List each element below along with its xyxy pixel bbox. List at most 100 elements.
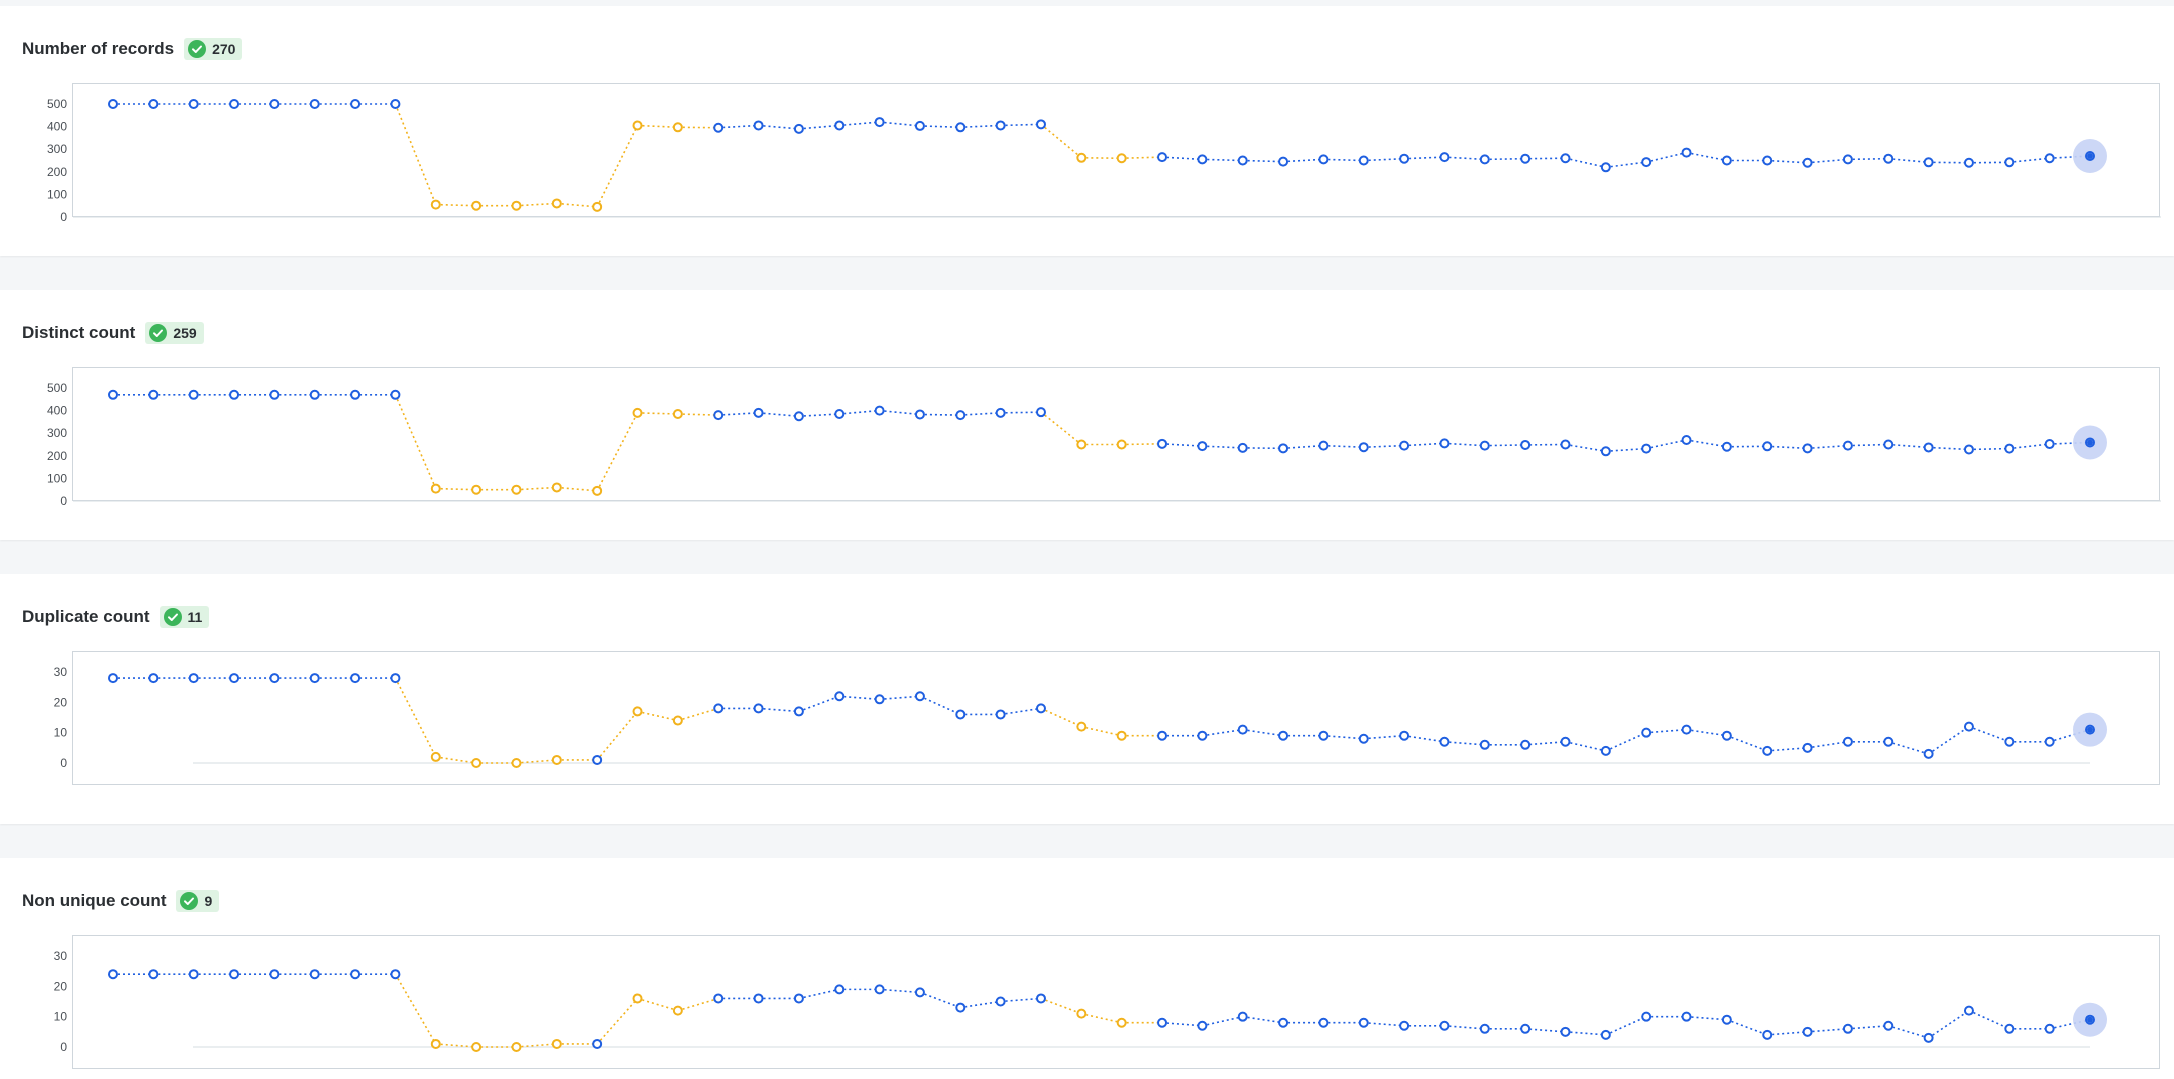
data-point[interactable]: [713, 410, 724, 421]
data-point[interactable]: [1802, 742, 1813, 753]
data-point[interactable]: [1399, 730, 1410, 741]
data-point[interactable]: [1035, 407, 1046, 418]
data-point[interactable]: [1762, 1029, 1773, 1040]
data-point[interactable]: [471, 1042, 482, 1052]
data-point[interactable]: [511, 1042, 522, 1052]
data-point[interactable]: [995, 709, 1006, 720]
data-point[interactable]: [1963, 1005, 1974, 1016]
data-point[interactable]: [1479, 1023, 1490, 1034]
data-point[interactable]: [1721, 155, 1732, 166]
data-point[interactable]: [108, 969, 118, 980]
data-point[interactable]: [390, 969, 401, 980]
data-point[interactable]: [1237, 155, 1248, 166]
data-point[interactable]: [1762, 441, 1773, 452]
data-point[interactable]: [1923, 748, 1934, 759]
data-point[interactable]: [672, 1005, 683, 1016]
data-point[interactable]: [269, 673, 280, 684]
data-point[interactable]: [2044, 1023, 2055, 1034]
data-point[interactable]: [1641, 727, 1652, 738]
line-chart[interactable]: 500 400 300 200 100 0: [47, 368, 2161, 508]
data-point[interactable]: [1116, 730, 1127, 741]
data-point[interactable]: [1076, 1008, 1087, 1019]
data-point[interactable]: [834, 984, 845, 995]
data-point[interactable]: [1237, 724, 1248, 735]
data-point[interactable]: [1802, 443, 1813, 454]
data-point[interactable]: [914, 691, 925, 702]
data-point[interactable]: [632, 993, 643, 1004]
data-point[interactable]: [1560, 153, 1571, 164]
data-point[interactable]: [1116, 153, 1127, 164]
data-point[interactable]: [1600, 745, 1611, 756]
data-point[interactable]: [1197, 1020, 1208, 1031]
data-point[interactable]: [1923, 1032, 1934, 1043]
data-point[interactable]: [430, 199, 441, 210]
data-point[interactable]: [390, 99, 401, 109]
data-point[interactable]: [1157, 152, 1168, 163]
data-point[interactable]: [713, 122, 724, 133]
data-point[interactable]: [1399, 440, 1410, 451]
data-point[interactable]: [148, 99, 159, 109]
data-point[interactable]: [1600, 162, 1611, 173]
data-point[interactable]: [995, 407, 1006, 418]
chart-plot-area[interactable]: 30 20 10 0: [54, 935, 2160, 1069]
data-point[interactable]: [269, 969, 280, 980]
data-point[interactable]: [2044, 153, 2055, 164]
data-point[interactable]: [1600, 446, 1611, 457]
data-point[interactable]: [1439, 438, 1450, 449]
data-point[interactable]: [1076, 439, 1087, 450]
data-point[interactable]: [1721, 441, 1732, 452]
data-point[interactable]: [1035, 119, 1046, 130]
data-point[interactable]: [1035, 703, 1046, 714]
data-point[interactable]: [753, 993, 764, 1004]
data-point[interactable]: [1358, 155, 1369, 166]
data-point[interactable]: [229, 673, 240, 684]
data-point[interactable]: [1116, 439, 1127, 450]
data-point[interactable]: [309, 969, 320, 980]
data-point[interactable]: [1520, 439, 1531, 450]
data-point[interactable]: [108, 673, 118, 684]
chart-plot-area[interactable]: 500 400 300 200 100 0: [47, 367, 2161, 508]
data-point[interactable]: [955, 709, 966, 720]
data-point[interactable]: [511, 484, 522, 495]
data-point[interactable]: [592, 1038, 603, 1049]
data-point[interactable]: [108, 389, 118, 400]
data-point[interactable]: [1641, 1011, 1652, 1022]
data-point[interactable]: [1923, 442, 1934, 453]
data-point[interactable]: [1883, 1020, 1894, 1031]
data-point[interactable]: [108, 99, 118, 109]
data-point[interactable]: [511, 758, 522, 768]
data-point[interactable]: [995, 120, 1006, 131]
data-point[interactable]: [1278, 156, 1289, 167]
data-point[interactable]: [188, 389, 199, 400]
data-point[interactable]: [1681, 147, 1692, 158]
data-point[interactable]: [390, 673, 401, 684]
data-point[interactable]: [955, 410, 966, 421]
data-point[interactable]: [1923, 157, 1934, 168]
data-point[interactable]: [1439, 736, 1450, 747]
data-point[interactable]: [1883, 439, 1894, 450]
data-point[interactable]: [1157, 1017, 1168, 1028]
data-point[interactable]: [229, 389, 240, 400]
data-point[interactable]: [269, 389, 280, 400]
data-point[interactable]: [834, 120, 845, 131]
data-point[interactable]: [1358, 733, 1369, 744]
data-point[interactable]: [874, 405, 885, 416]
data-point[interactable]: [672, 408, 683, 419]
data-point[interactable]: [1237, 1011, 1248, 1022]
data-point[interactable]: [955, 1002, 966, 1013]
data-point[interactable]: [188, 673, 199, 684]
data-point[interactable]: [1721, 730, 1732, 741]
data-point[interactable]: [148, 969, 159, 980]
data-point[interactable]: [1842, 154, 1853, 165]
data-point[interactable]: [1600, 1029, 1611, 1040]
data-point[interactable]: [874, 984, 885, 995]
data-point[interactable]: [148, 389, 159, 400]
data-point[interactable]: [1197, 441, 1208, 452]
data-point[interactable]: [713, 993, 724, 1004]
line-chart[interactable]: 30 20 10 0: [54, 652, 2161, 786]
data-point[interactable]: [1842, 440, 1853, 451]
data-point[interactable]: [471, 484, 482, 495]
data-point[interactable]: [1479, 739, 1490, 750]
data-point[interactable]: [2044, 439, 2055, 450]
data-point[interactable]: [309, 99, 320, 109]
